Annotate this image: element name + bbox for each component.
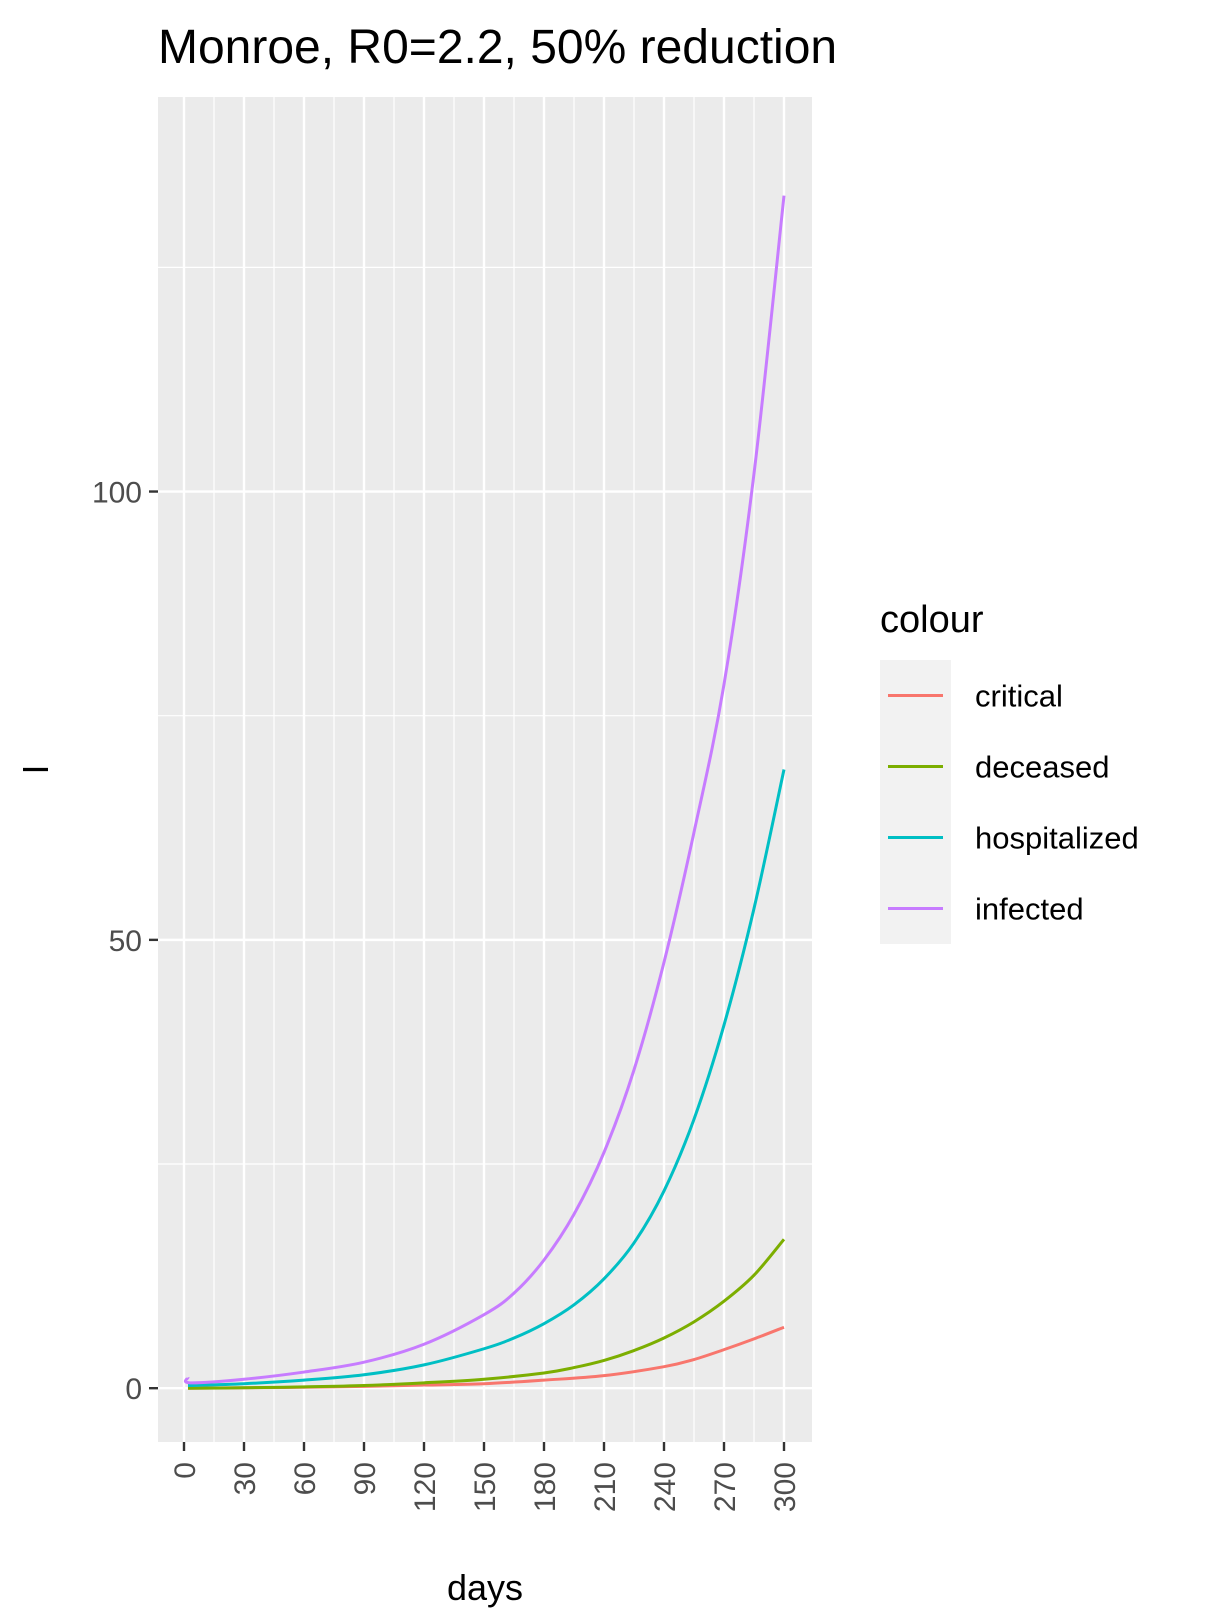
x-tick-label: 0 xyxy=(169,1462,202,1479)
chart-title: Monroe, R0=2.2, 50% reduction xyxy=(158,21,837,74)
x-axis: 0 30 60 90 120 150 180 210 240 270 300 xyxy=(169,1442,802,1512)
x-tick-label: 90 xyxy=(349,1462,382,1495)
x-tick-label: 60 xyxy=(289,1462,322,1495)
legend-title: colour xyxy=(880,599,984,641)
legend-label-hospitalized: hospitalized xyxy=(975,821,1139,856)
x-tick-label: 180 xyxy=(529,1462,562,1512)
x-tick-label: 150 xyxy=(469,1462,502,1512)
legend-key-background xyxy=(880,660,951,944)
y-tick-label: 100 xyxy=(92,477,142,510)
x-tick-label: 240 xyxy=(649,1462,682,1512)
legend-label-critical: critical xyxy=(975,679,1063,714)
grid-major xyxy=(158,97,812,1442)
x-tick-label: 270 xyxy=(709,1462,742,1512)
legend: colour critical deceased hospitalized infec… xyxy=(880,599,1139,944)
legend-label-deceased: deceased xyxy=(975,750,1109,785)
y-tick-label: 0 xyxy=(125,1373,142,1406)
series-layer xyxy=(183,195,786,1390)
x-tick-label: 210 xyxy=(589,1462,622,1512)
x-axis-title: days xyxy=(447,1567,523,1608)
x-tick-label: 30 xyxy=(229,1462,262,1495)
series-line-hospitalized xyxy=(187,769,786,1388)
x-tick-label: 120 xyxy=(409,1462,442,1512)
legend-label-infected: infected xyxy=(975,892,1084,927)
series-line-infected xyxy=(183,195,786,1385)
x-tick-label: 300 xyxy=(769,1462,802,1512)
y-axis: 0 50 100 xyxy=(92,477,158,1406)
y-axis-title: I xyxy=(15,764,56,774)
series-line-deceased xyxy=(187,1238,786,1390)
y-tick-label: 50 xyxy=(109,925,142,958)
